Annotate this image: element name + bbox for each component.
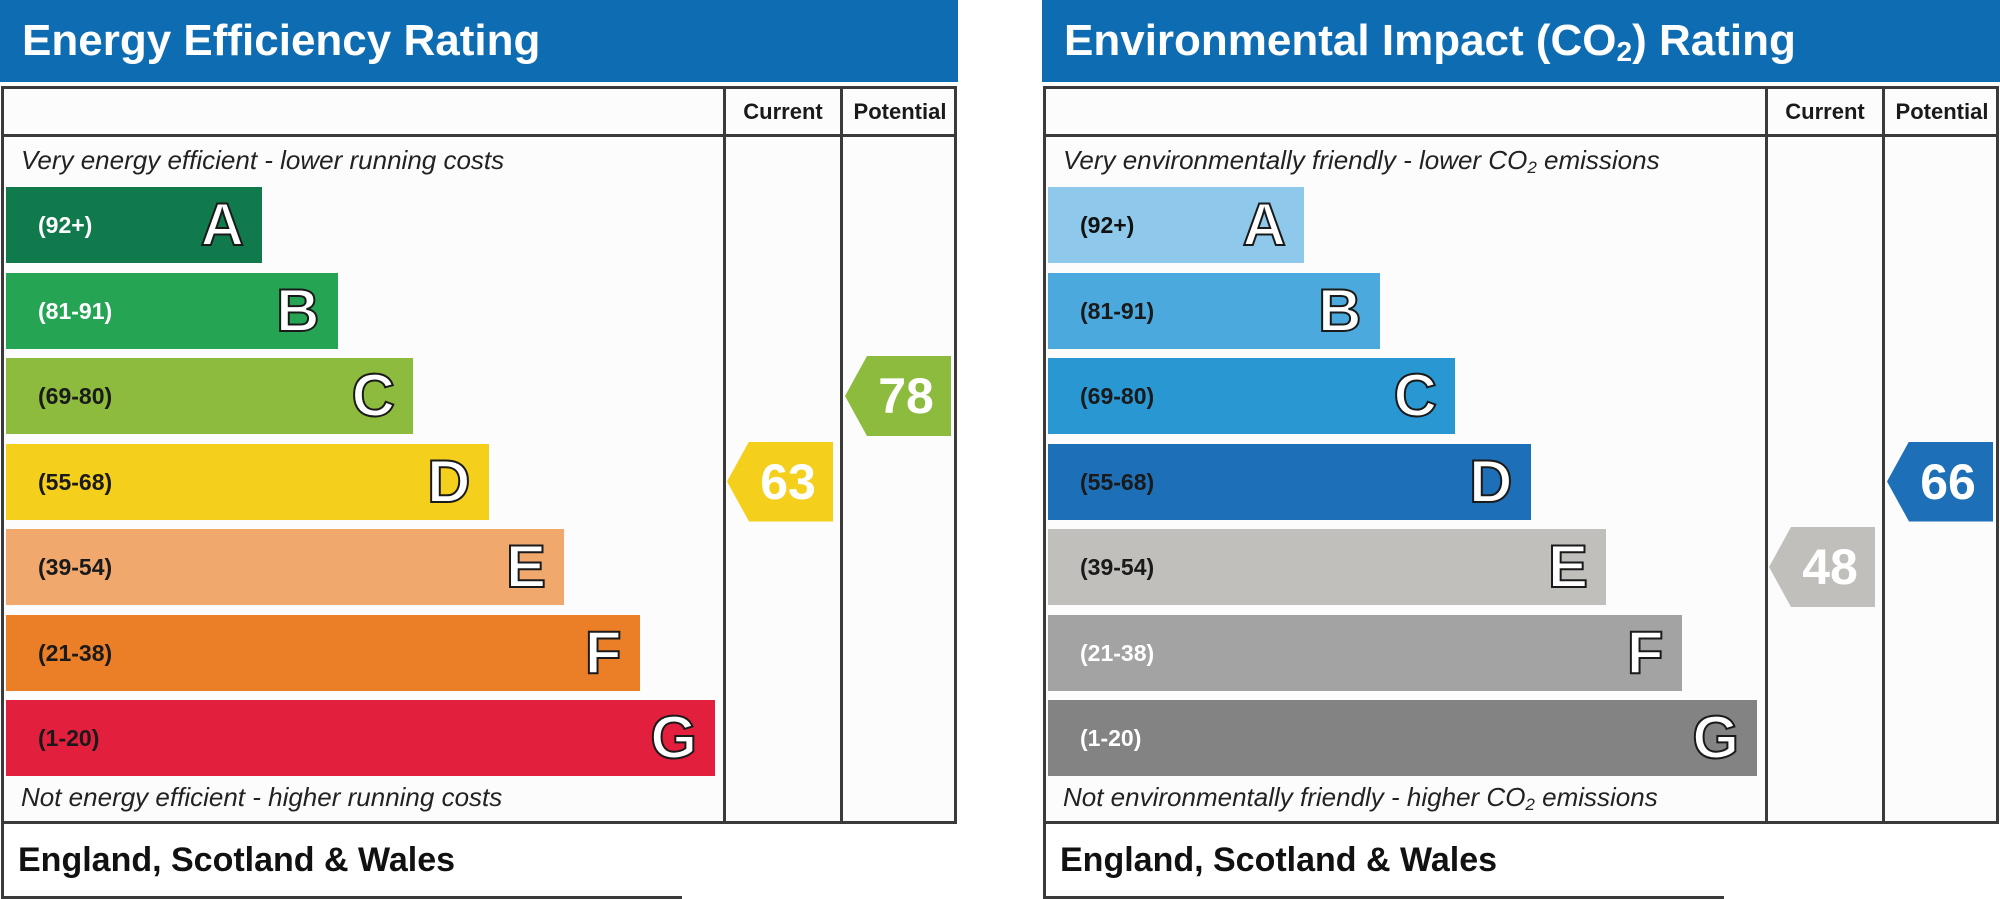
band-letter: D: [1468, 447, 1513, 516]
band-range-label: (92+): [38, 212, 93, 238]
band-g: (1-20) G: [1048, 700, 1757, 776]
band-c: (69-80) C: [1048, 358, 1455, 434]
column-divider: [723, 89, 726, 824]
band-letter: B: [1317, 276, 1362, 345]
energy-efficiency-chart: Energy Efficiency Rating Current Potenti…: [0, 0, 958, 899]
band-range-label: (1-20): [38, 725, 100, 751]
band-letter: C: [1393, 361, 1438, 430]
bottom-note-main: Not environmentally friendly - higher CO: [1063, 782, 1526, 812]
band-f: (21-38) F: [6, 614, 640, 691]
band-letter: C: [351, 361, 396, 430]
band-range-label: (55-68): [38, 468, 113, 495]
band-e: (39-54) E: [6, 529, 564, 605]
band-letter: G: [649, 703, 698, 772]
bottom-note-subscript: 2: [1525, 795, 1535, 814]
top-note-subscript: 2: [1527, 158, 1537, 177]
band-g: (1-20) G: [6, 700, 715, 776]
region-footer: England, Scotland & Wales: [1, 824, 682, 899]
top-note: Very energy efficient - lower running co…: [21, 145, 505, 175]
band-range-label: (39-54): [38, 554, 113, 580]
column-divider: [1765, 89, 1768, 824]
band-range-label: (21-38): [1080, 639, 1155, 666]
band-range-label: (81-91): [38, 297, 113, 324]
band-letter: A: [1242, 190, 1287, 259]
potential-rating-arrow: 66: [1887, 441, 1993, 522]
band-letter: G: [1691, 703, 1740, 772]
band-letter: A: [200, 190, 245, 259]
band-letter: F: [584, 618, 623, 687]
band-f: (21-38) F: [1048, 614, 1682, 691]
header-divider: [4, 134, 957, 137]
band-range-label: (55-68): [1080, 468, 1155, 495]
band-d: (55-68) D: [1048, 443, 1531, 520]
current-rating-arrow: 48: [1769, 527, 1875, 607]
bottom-note: Not environmentally friendly - higher CO…: [1063, 782, 1658, 813]
band-letter: B: [275, 276, 320, 345]
current-column-header: Current: [1785, 99, 1865, 124]
band-b: (81-91) B: [1048, 272, 1380, 349]
header-divider: [1046, 134, 1999, 137]
chart-title-end: ) Rating: [1632, 16, 1796, 65]
band-range-label: (81-91): [1080, 297, 1155, 324]
band-a: (92+) A: [6, 187, 262, 263]
band-range-label: (69-80): [38, 383, 113, 409]
top-note-end: emissions: [1536, 145, 1660, 175]
chart-title-main: Environmental Impact (CO: [1064, 16, 1617, 65]
top-note-main: Very environmentally friendly - lower CO: [1063, 145, 1528, 175]
band-e: (39-54) E: [1048, 529, 1606, 605]
band-letter: F: [1626, 618, 1665, 687]
current-column-header: Current: [743, 99, 823, 124]
top-note: Very environmentally friendly - lower CO…: [1063, 145, 1660, 176]
band-range-label: (69-80): [1080, 383, 1155, 409]
chart-title: Environmental Impact (CO2) Rating: [1042, 0, 2000, 82]
bottom-note: Not energy efficient - higher running co…: [21, 782, 503, 812]
band-b: (81-91) B: [6, 272, 338, 349]
region-footer: England, Scotland & Wales: [1043, 824, 1724, 899]
band-range-label: (92+): [1080, 212, 1135, 238]
rating-table: Current Potential Very environmentally f…: [1043, 86, 1999, 824]
band-c: (69-80) C: [6, 358, 413, 434]
band-a: (92+) A: [1048, 187, 1304, 263]
band-d: (55-68) D: [6, 443, 489, 520]
column-divider: [840, 89, 843, 824]
rating-table: Current Potential Very energy efficient …: [1, 86, 957, 824]
chart-title: Energy Efficiency Rating: [0, 0, 958, 82]
current-rating-arrow: 63: [727, 441, 833, 522]
band-range-label: (21-38): [38, 639, 113, 666]
potential-rating-arrow: 78: [845, 356, 951, 436]
environmental-impact-chart: Environmental Impact (CO2) Rating Curren…: [1042, 0, 2000, 899]
band-letter: E: [1547, 532, 1589, 601]
band-letter: D: [426, 447, 471, 516]
bottom-note-end: emissions: [1534, 782, 1658, 812]
chart-title-subscript: 2: [1616, 36, 1633, 67]
column-divider: [1882, 89, 1885, 824]
potential-column-header: Potential: [853, 99, 947, 124]
band-range-label: (1-20): [1080, 725, 1142, 751]
band-range-label: (39-54): [1080, 554, 1155, 580]
potential-column-header: Potential: [1895, 99, 1989, 124]
band-letter: E: [505, 532, 547, 601]
